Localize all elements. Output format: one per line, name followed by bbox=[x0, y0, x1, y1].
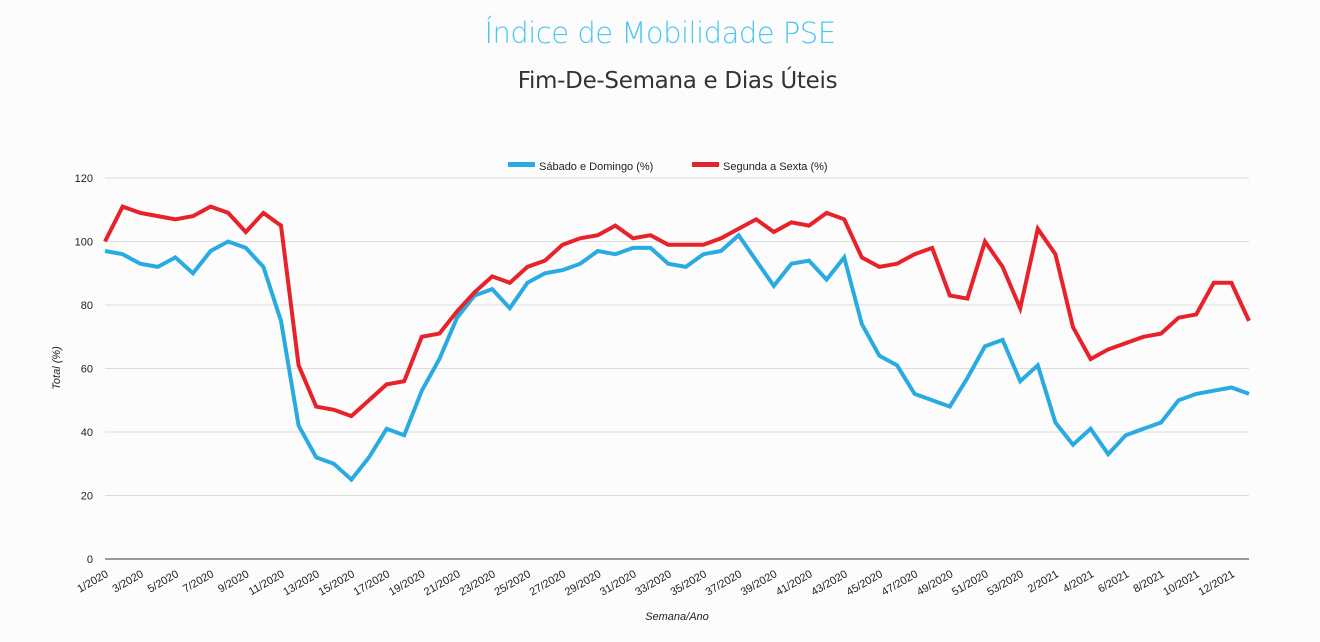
y-tick-label: 80 bbox=[81, 300, 93, 312]
x-tick-label: 21/2020 bbox=[422, 568, 462, 598]
x-axis-title: Semana/Ano bbox=[645, 611, 709, 623]
x-tick-label: 9/2020 bbox=[216, 568, 251, 595]
legend: Sábado e Domingo (%) Segunda a Sexta (%) bbox=[508, 161, 828, 173]
x-tick-label: 29/2020 bbox=[563, 568, 603, 598]
legend-label: Sábado e Domingo (%) bbox=[539, 161, 653, 173]
x-tick-label: 4/2021 bbox=[1061, 568, 1096, 595]
legend-item[interactable]: Sábado e Domingo (%) bbox=[508, 161, 653, 173]
gridlines bbox=[105, 177, 1249, 560]
y-tick-label: 40 bbox=[81, 427, 93, 439]
x-tick-label: 13/2020 bbox=[281, 568, 321, 598]
x-tick-label: 12/2021 bbox=[1196, 568, 1236, 598]
x-tick-label: 27/2020 bbox=[528, 568, 568, 598]
series-lines bbox=[103, 204, 1251, 483]
legend-item[interactable]: Segunda a Sexta (%) bbox=[692, 161, 828, 173]
legend-swatch bbox=[508, 162, 535, 167]
legend-swatch bbox=[692, 162, 719, 167]
series-line-1 bbox=[103, 204, 1251, 419]
x-tick-label: 1/2020 bbox=[75, 568, 110, 595]
x-tick-label: 15/2020 bbox=[316, 568, 356, 598]
x-tick-label: 8/2021 bbox=[1131, 568, 1166, 595]
x-tick-label: 11/2020 bbox=[247, 568, 287, 598]
x-tick-label: 39/2020 bbox=[739, 568, 779, 598]
x-tick-label: 7/2020 bbox=[181, 568, 216, 595]
y-tick-label: 0 bbox=[87, 554, 93, 566]
y-axis-ticks: 0 20 40 60 80 100 120 bbox=[75, 173, 93, 566]
chart-subtitle: Fim-De-Semana e Dias Úteis bbox=[517, 68, 838, 94]
x-tick-label: 47/2020 bbox=[880, 568, 920, 598]
x-tick-label: 10/2021 bbox=[1161, 568, 1201, 598]
x-tick-label: 51/2020 bbox=[950, 568, 990, 598]
x-tick-label: 23/2020 bbox=[457, 568, 497, 598]
y-tick-label: 20 bbox=[81, 491, 93, 503]
x-tick-label: 2/2021 bbox=[1026, 568, 1061, 595]
x-tick-label: 33/2020 bbox=[633, 568, 673, 598]
chart-title: Índice de Mobilidade PSE bbox=[484, 16, 836, 50]
x-tick-label: 37/2020 bbox=[704, 568, 744, 598]
y-tick-label: 120 bbox=[75, 173, 93, 185]
series-line-0 bbox=[104, 232, 1250, 483]
x-tick-label: 49/2020 bbox=[915, 568, 955, 598]
x-tick-label: 5/2020 bbox=[146, 568, 181, 595]
x-tick-label: 6/2021 bbox=[1096, 568, 1131, 595]
x-tick-label: 31/2020 bbox=[598, 568, 638, 598]
x-tick-label: 17/2020 bbox=[352, 568, 392, 598]
x-tick-label: 43/2020 bbox=[809, 568, 849, 598]
x-tick-label: 25/2020 bbox=[492, 568, 532, 598]
x-tick-label: 3/2020 bbox=[111, 568, 146, 595]
y-tick-label: 100 bbox=[75, 237, 93, 249]
x-tick-label: 19/2020 bbox=[387, 568, 427, 598]
x-axis-ticks: 1/2020 3/2020 5/2020 7/2020 9/202011/202013/… bbox=[75, 568, 1237, 598]
legend-label: Segunda a Sexta (%) bbox=[723, 161, 828, 173]
x-tick-label: 53/2020 bbox=[985, 568, 1025, 598]
x-tick-label: 45/2020 bbox=[844, 568, 884, 598]
y-axis-title: Total (%) bbox=[51, 346, 63, 390]
x-tick-label: 41/2020 bbox=[774, 568, 814, 598]
y-tick-label: 60 bbox=[81, 364, 93, 376]
x-tick-label: 35/2020 bbox=[668, 568, 708, 598]
